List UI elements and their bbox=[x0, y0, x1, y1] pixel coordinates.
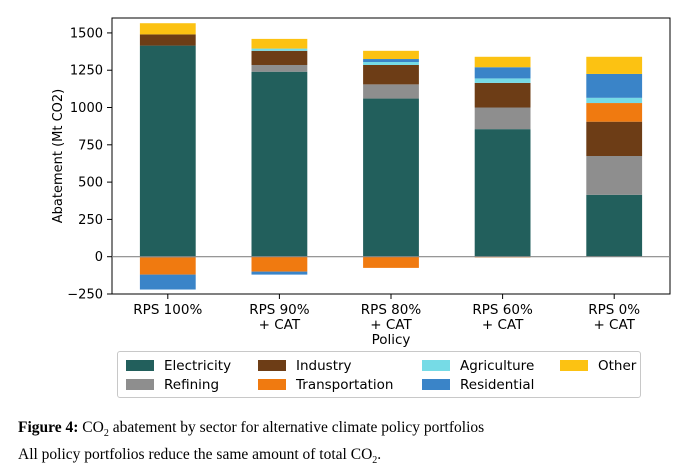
legend-swatch bbox=[258, 379, 286, 390]
y-axis-label: Abatement (Mt CO2) bbox=[51, 89, 66, 224]
bar-segment-residential-1 bbox=[251, 271, 308, 275]
y-tick-label: 750 bbox=[78, 138, 103, 153]
bar-segment-residential-0 bbox=[139, 274, 196, 290]
bar-segment-transportation-4 bbox=[586, 103, 643, 122]
legend-label: Other bbox=[598, 358, 637, 374]
bar-segment-agriculture-2 bbox=[363, 62, 419, 65]
bar-segment-residential-4 bbox=[586, 73, 643, 98]
bar-segment-electricity-0 bbox=[139, 45, 196, 257]
bar-segment-refining-2 bbox=[363, 84, 419, 99]
bar-segment-other-3 bbox=[474, 56, 531, 68]
legend-swatch bbox=[422, 379, 450, 390]
y-tick-label: 1000 bbox=[70, 101, 103, 116]
x-tick-label: RPS 90% bbox=[249, 302, 310, 318]
legend-label: Residential bbox=[460, 377, 535, 393]
caption-sub-1: 2 bbox=[103, 428, 109, 440]
bar-segment-refining-3 bbox=[474, 107, 531, 130]
legend-swatch bbox=[258, 360, 286, 371]
bar-segment-other-2 bbox=[363, 50, 419, 60]
x-tick-label: RPS 60% bbox=[472, 302, 533, 318]
bar-segment-industry-0 bbox=[139, 34, 196, 46]
bar-segment-transportation-2 bbox=[363, 256, 419, 268]
bar-segment-agriculture-3 bbox=[474, 78, 531, 83]
x-tick-label: RPS 0% bbox=[588, 302, 640, 318]
x-tick-label: + CAT bbox=[259, 317, 301, 333]
bar-segment-industry-4 bbox=[586, 121, 643, 156]
y-tick-label: 500 bbox=[78, 176, 103, 191]
legend-swatch bbox=[422, 360, 450, 371]
bar-segment-other-4 bbox=[586, 56, 643, 74]
bar-segment-industry-3 bbox=[474, 82, 531, 108]
caption-text-2b: . bbox=[377, 446, 382, 464]
bar-segment-electricity-1 bbox=[251, 71, 308, 257]
bar-segment-residential-3 bbox=[474, 67, 531, 79]
caption-line-2: All policy portfolios reduce the same am… bbox=[18, 444, 688, 471]
figure-caption: Figure 4: CO2 abatement by sector for al… bbox=[18, 417, 688, 471]
bar-segment-residential-2 bbox=[363, 59, 419, 63]
legend-label: Agriculture bbox=[460, 358, 535, 374]
chart: −250 0 250 500 750 1000 1250 1500 RPS 100% RPS 9… bbox=[51, 17, 671, 348]
x-tick-label: RPS 80% bbox=[361, 302, 422, 318]
y-tick-label: 1250 bbox=[70, 64, 103, 79]
caption-text-2a: All policy portfolios reduce the same am… bbox=[18, 446, 373, 464]
legend: Electricity Refining Industry Transportatio… bbox=[117, 351, 641, 398]
x-tick-label: + CAT bbox=[370, 317, 412, 333]
bar-segment-transportation-0 bbox=[139, 257, 196, 275]
caption-sub-2: 2 bbox=[372, 455, 378, 467]
bar-segment-refining-1 bbox=[251, 64, 308, 72]
bar-segment-agriculture-4 bbox=[586, 97, 643, 104]
y-tick-label: 0 bbox=[95, 250, 103, 265]
figure-label: Figure 4: bbox=[18, 419, 79, 436]
bar-segment-agriculture-1 bbox=[251, 48, 308, 51]
legend-label: Electricity bbox=[164, 358, 232, 374]
caption-text-1b: abatement by sector for alternative clim… bbox=[108, 419, 485, 436]
bar-segment-electricity-4 bbox=[586, 194, 643, 257]
y-tick-label: 1500 bbox=[70, 26, 103, 41]
bar-segment-electricity-2 bbox=[363, 98, 419, 257]
x-tick-label: + CAT bbox=[482, 317, 524, 333]
bars bbox=[139, 23, 643, 290]
x-tick-label: RPS 100% bbox=[133, 302, 202, 318]
bar-segment-electricity-3 bbox=[474, 129, 531, 257]
legend-swatch bbox=[126, 379, 154, 390]
x-tick-label: + CAT bbox=[593, 317, 635, 333]
legend-label: Refining bbox=[164, 377, 220, 393]
bar-segment-industry-1 bbox=[251, 50, 308, 65]
y-axis-ticks: −250 0 250 500 750 1000 1250 1500 bbox=[67, 26, 112, 303]
bar-segment-other-1 bbox=[251, 38, 308, 49]
bar-segment-industry-2 bbox=[363, 64, 419, 85]
legend-swatch bbox=[126, 360, 154, 371]
legend-label: Industry bbox=[296, 358, 352, 374]
caption-line-1: Figure 4: CO2 abatement by sector for al… bbox=[18, 417, 688, 444]
caption-text-1a: CO bbox=[82, 419, 104, 436]
y-tick-label: −250 bbox=[67, 288, 103, 303]
bar-segment-other-0 bbox=[139, 23, 196, 35]
x-axis-label: Policy bbox=[372, 332, 411, 348]
y-tick-label: 250 bbox=[78, 213, 103, 228]
legend-swatch bbox=[560, 360, 588, 371]
bar-segment-refining-4 bbox=[586, 156, 643, 195]
bar-segment-transportation-1 bbox=[251, 256, 308, 272]
legend-label: Transportation bbox=[296, 377, 394, 393]
